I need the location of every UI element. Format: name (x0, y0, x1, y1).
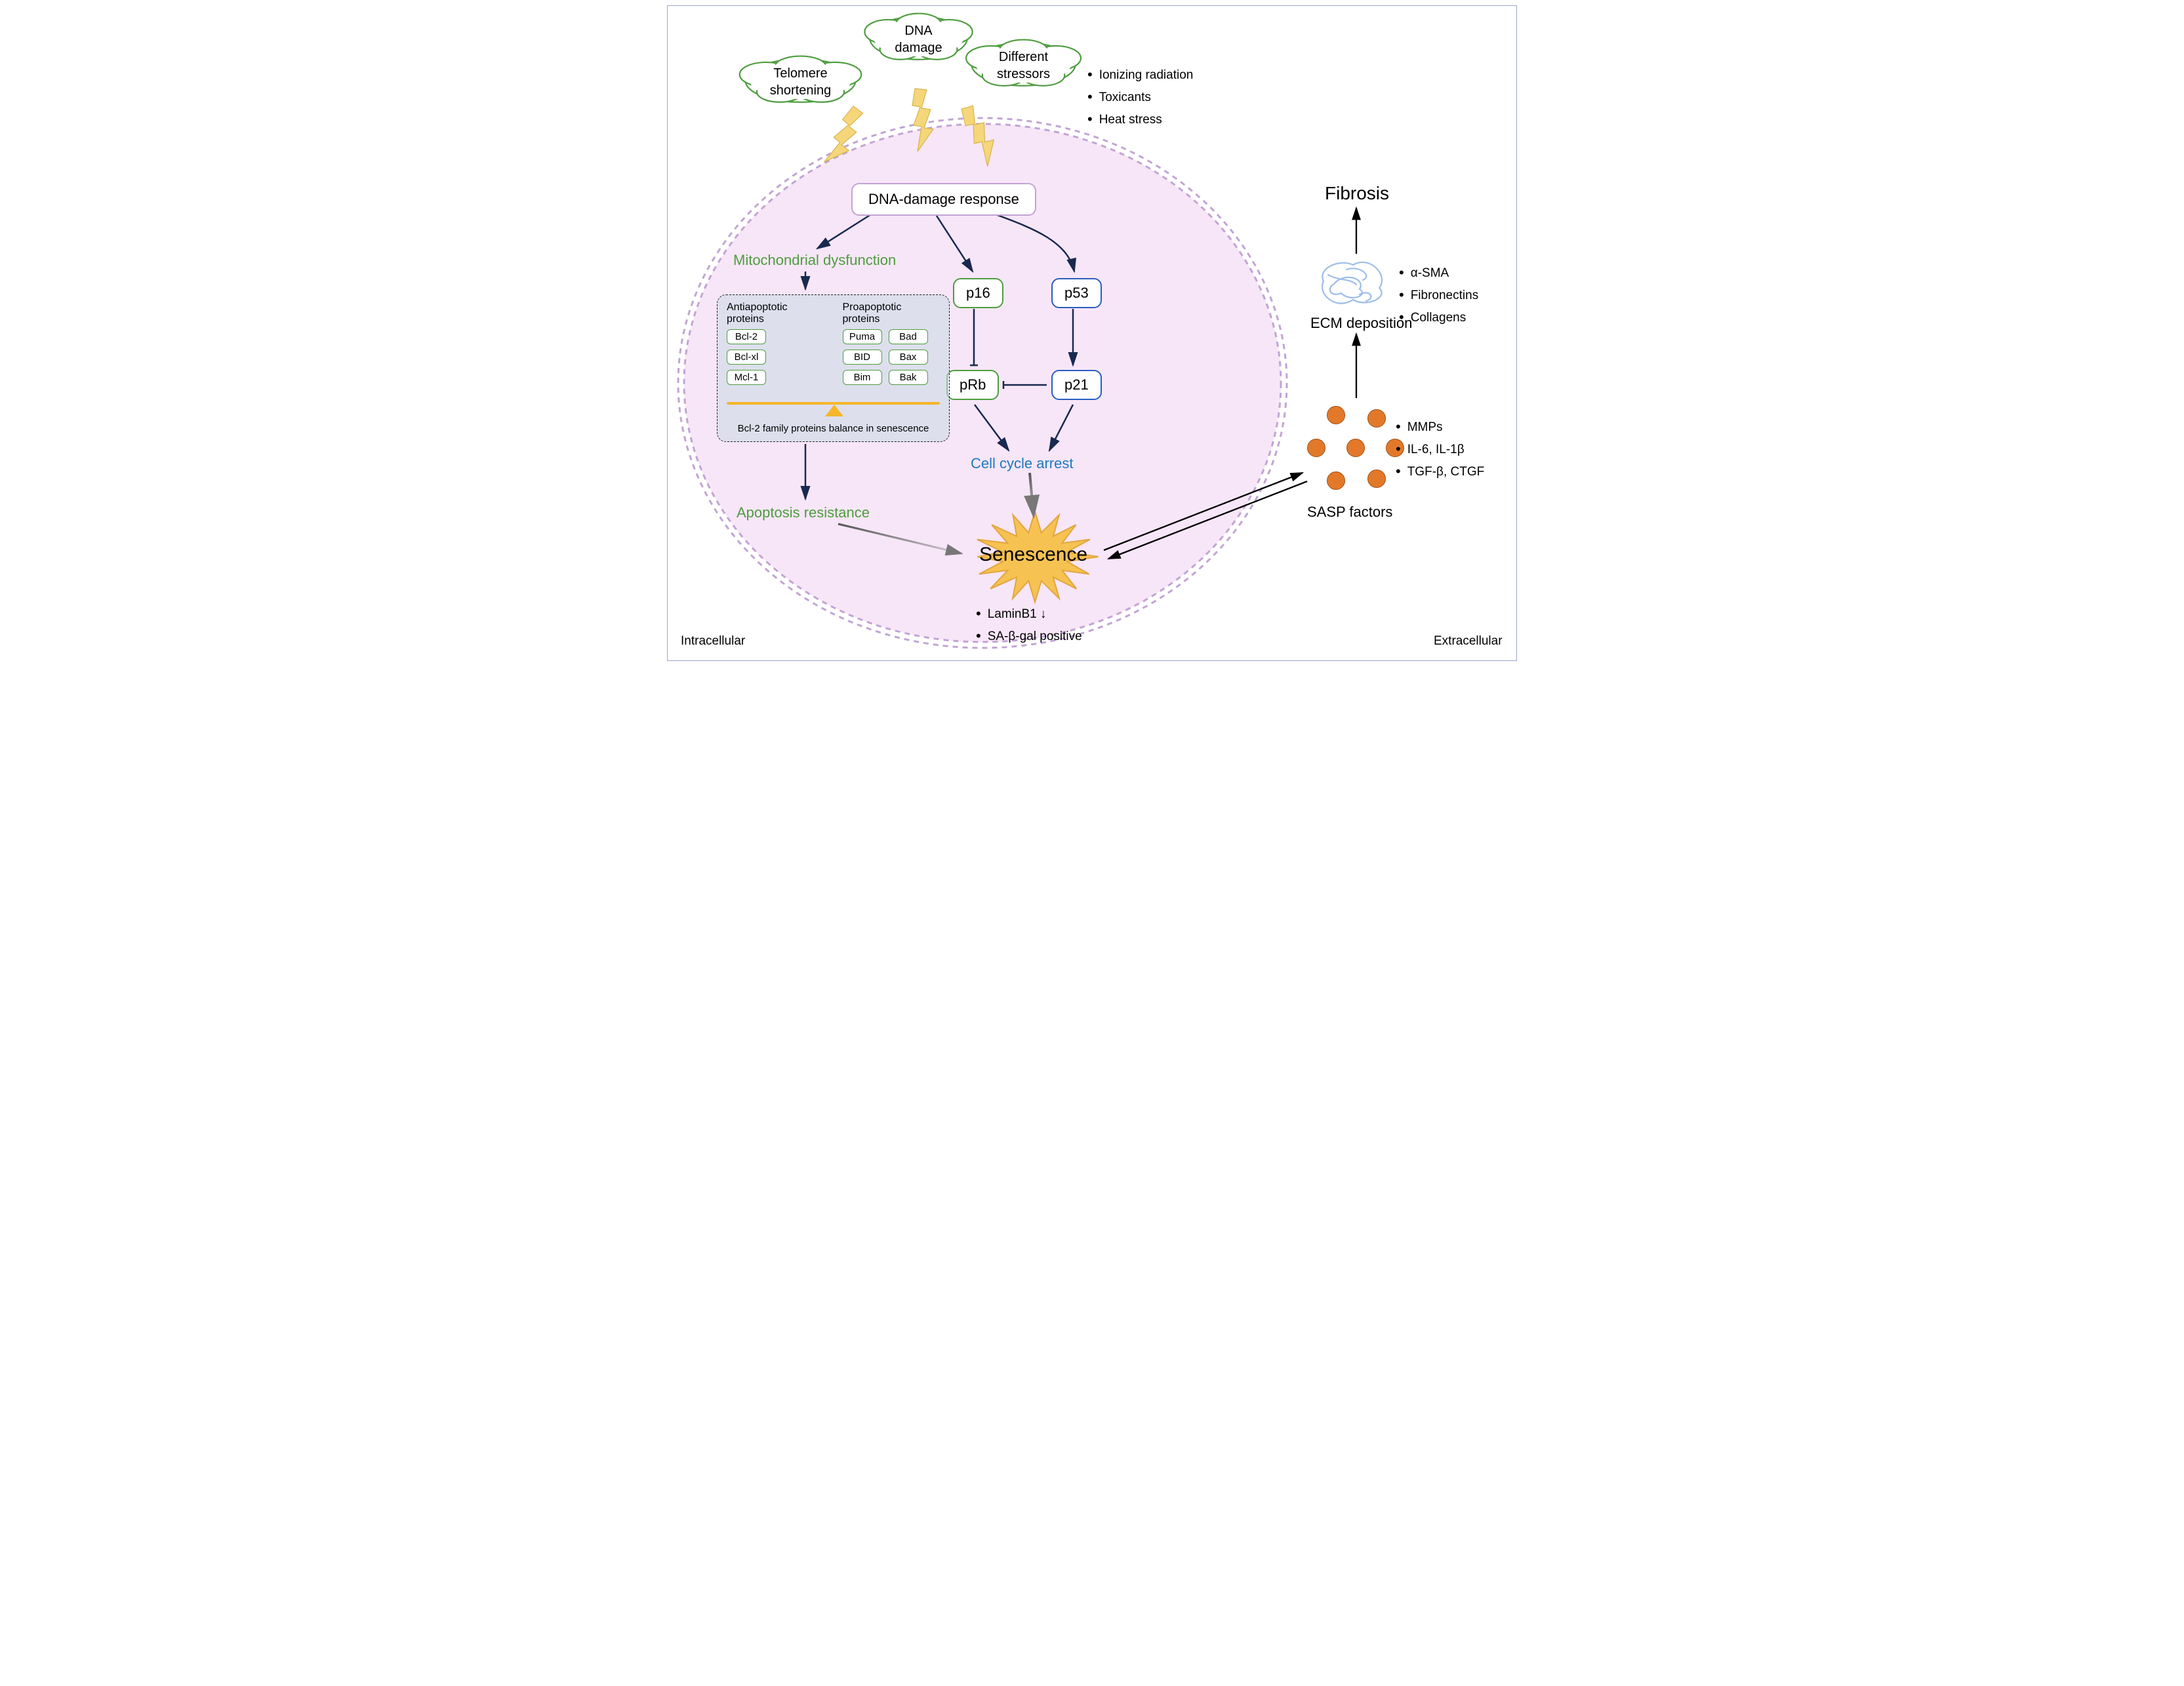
cell-cycle-arrest-label: Cell cycle arrest (971, 455, 1073, 472)
bullet-item: α-SMA (1399, 262, 1478, 284)
protein-pill: Bcl-xl (727, 350, 766, 365)
senescence-markers: LaminB1 ↓SA-β-gal positive (976, 603, 1082, 647)
cloud-line: stressors (969, 66, 1078, 83)
protein-pill: BID (843, 350, 882, 365)
mito-dysfunction: Mitochondrial dysfunction (733, 252, 896, 269)
ecm-deposition-label: ECM deposition (1310, 314, 1412, 333)
cloud-line: DNA (868, 22, 969, 39)
sasp-dot-icon (1346, 439, 1365, 457)
bullet-item: Fibronectins (1399, 284, 1478, 306)
ddr-label: DNA-damage response (868, 191, 1019, 207)
ecm-label: ECM deposition (1310, 315, 1412, 331)
ecm-bullets: α-SMAFibronectinsCollagens (1399, 262, 1478, 329)
bullet-item: SA-β-gal positive (976, 625, 1082, 647)
p53-label: p53 (1064, 285, 1089, 301)
sasp-factors-label: SASP factors (1307, 503, 1392, 522)
p53-box: p53 (1051, 278, 1102, 308)
protein-pill: Puma (843, 329, 882, 344)
sasp-dot-icon (1367, 409, 1386, 428)
apoptosis-resistance: Apoptosis resistance (737, 504, 870, 521)
bcl2-balance-panel: Antiapoptotic proteins Bcl-2 Bcl-xl Mcl-1 Pr… (717, 294, 950, 442)
protein-pill: Bad (889, 329, 928, 344)
bullet-item: MMPs (1396, 416, 1484, 438)
dna-damage-response-box: DNA-damage response (851, 183, 1036, 216)
p21-box: p21 (1051, 370, 1102, 400)
apoptosis-resistance-label: Apoptosis resistance (737, 504, 870, 521)
region-extracellular: Extracellular (1434, 634, 1503, 649)
bullet-item: Heat stress (1087, 108, 1193, 130)
senescence-label: Senescence (979, 544, 1087, 565)
p21-label: p21 (1064, 376, 1089, 393)
sasp-dot-icon (1327, 472, 1345, 490)
sasp-dot-icon (1367, 470, 1386, 488)
prb-label: pRb (960, 376, 986, 393)
intracellular-label: Intracellular (681, 634, 745, 648)
stressor-cloud: Telomereshortening (743, 65, 858, 99)
senescence-starburst: Senescence (979, 544, 1087, 566)
prb-box: pRb (946, 370, 999, 400)
stressor-bullets: Ionizing radiationToxicantsHeat stress (1087, 64, 1193, 130)
extracellular-label: Extracellular (1434, 634, 1503, 648)
protein-pill: Bcl-2 (727, 329, 766, 344)
protein-pill: Bak (889, 370, 928, 385)
sasp-bullets: MMPsIL-6, IL-1βTGF-β, CTGF (1396, 416, 1484, 483)
bullet-item: TGF-β, CTGF (1396, 460, 1484, 483)
sasp-dot-icon (1307, 439, 1325, 457)
bullet-item: Ionizing radiation (1087, 64, 1193, 86)
fibrosis-label: Fibrosis (1325, 183, 1389, 203)
protein-pill: Bim (843, 370, 882, 385)
fibrosis-title: Fibrosis (1325, 183, 1389, 204)
cell-cycle-arrest: Cell cycle arrest (971, 455, 1073, 472)
antiapoptotic-title: Antiapoptotic proteins (727, 302, 824, 325)
cloud-line: damage (868, 39, 969, 56)
stressor-cloud: Differentstressors (969, 49, 1078, 83)
protein-pill: Mcl-1 (727, 370, 766, 385)
protein-pill: Bax (889, 350, 928, 365)
mito-dysfunction-label: Mitochondrial dysfunction (733, 252, 896, 268)
stressor-cloud: DNAdamage (868, 22, 969, 56)
cloud-line: Telomere (743, 65, 858, 82)
cloud-line: Different (969, 49, 1078, 66)
proapoptotic-title: Proapoptotic proteins (843, 302, 940, 325)
sasp-label: SASP factors (1307, 504, 1392, 520)
p16-box: p16 (953, 278, 1003, 308)
bullet-item: LaminB1 ↓ (976, 603, 1082, 625)
cloud-line: shortening (743, 82, 858, 99)
sasp-dot-icon (1327, 406, 1345, 424)
region-intracellular: Intracellular (681, 634, 745, 649)
panel-caption: Bcl-2 family proteins balance in senesce… (718, 423, 949, 434)
p16-label: p16 (966, 285, 990, 301)
bullet-item: IL-6, IL-1β (1396, 438, 1484, 460)
bullet-item: Collagens (1399, 306, 1478, 329)
bullet-item: Toxicants (1087, 86, 1193, 108)
